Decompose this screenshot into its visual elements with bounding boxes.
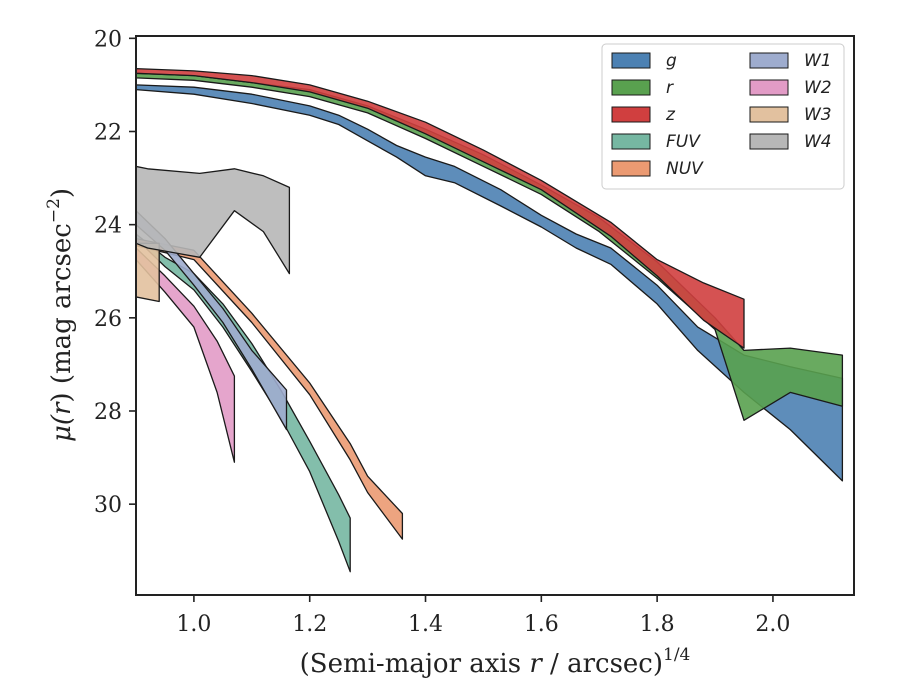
legend-label-w1: W1: [804, 51, 832, 71]
x-tick-label: 1.4: [408, 612, 443, 637]
legend-swatch-g: [611, 52, 651, 69]
band-nuv: [136, 237, 404, 540]
band-g: [136, 84, 844, 482]
band-fuv: [136, 233, 351, 573]
legend-swatch-r: [611, 79, 651, 96]
y-axis-label: μ(r) (mag arcsec−2): [44, 188, 77, 442]
legend-swatch-fuv: [611, 133, 651, 150]
band-w4: [136, 165, 291, 275]
band-z: [136, 67, 745, 349]
x-tick-label: 1.8: [640, 612, 675, 637]
y-tick-label: 26: [94, 307, 122, 332]
y-tick-label: 22: [94, 120, 122, 145]
legend-swatch-w4: [749, 133, 789, 150]
x-axis: 1.0 1.2 1.4 1.6 1.8 2.0: [176, 595, 790, 637]
legend-swatch-w3: [749, 106, 789, 123]
legend-label-w4: W4: [804, 132, 832, 152]
legend-swatch-z: [611, 106, 651, 123]
series-bands: [136, 67, 844, 573]
legend-label-g: g: [666, 51, 677, 71]
legend-label-r: r: [666, 78, 674, 98]
y-tick-label: 20: [94, 27, 122, 52]
legend-swatch-w2: [749, 79, 789, 96]
legend-label-w3: W3: [804, 105, 832, 125]
y-tick-label: 24: [94, 214, 122, 239]
y-axis: 20 22 24 26 28 30: [94, 27, 136, 518]
band-w3: [136, 242, 160, 303]
legend-label-nuv: NUV: [666, 159, 704, 179]
legend-label-fuv: FUV: [666, 132, 701, 152]
x-tick-label: 1.0: [176, 612, 211, 637]
legend: grz FUV NUV W1 W2 W3 W4: [601, 43, 845, 190]
legend-label-z: z: [665, 105, 676, 125]
x-tick-label: 1.6: [524, 612, 559, 637]
y-tick-label: 30: [94, 493, 122, 518]
x-axis-label: (Semi-major axis r / arcsec)1/4: [300, 645, 691, 679]
legend-swatch-w1: [749, 52, 789, 69]
y-tick-label: 28: [94, 400, 122, 425]
x-tick-label: 1.2: [292, 612, 327, 637]
legend-swatch-nuv: [611, 160, 651, 177]
legend-label-w2: W2: [804, 78, 832, 98]
x-tick-label: 2.0: [755, 612, 790, 637]
plot-frame: [135, 35, 855, 596]
